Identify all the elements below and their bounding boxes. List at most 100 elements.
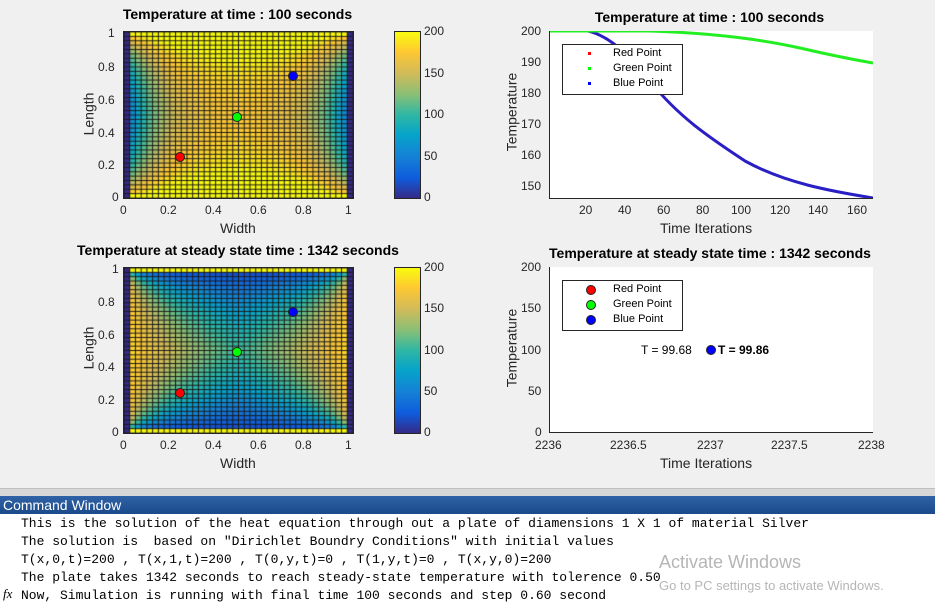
ytick: 0: [535, 425, 542, 439]
ytick: 0: [112, 190, 119, 204]
ytick: 1: [112, 262, 119, 276]
cmd-output-line: The plate takes 1342 seconds to reach st…: [21, 570, 661, 585]
ytick: 180: [521, 86, 542, 100]
ytick: 100: [521, 343, 542, 357]
command-window-body[interactable]: This is the solution of the heat equatio…: [0, 514, 935, 604]
line-top-title: Temperature at time : 100 seconds: [594, 9, 825, 25]
ytick: 0.2: [98, 393, 115, 407]
heatmap-bottom-xlabel: Width: [220, 455, 256, 471]
function-browser-icon[interactable]: fx: [3, 586, 13, 601]
ytick: 150: [521, 301, 542, 315]
legend-label: Green Point: [613, 62, 672, 74]
ytick: 0.8: [98, 60, 115, 74]
ytick: 170: [521, 117, 542, 131]
matlab-figure: Temperature at time : 100 seconds 1 0.8 …: [77, 6, 885, 471]
cbar-tick: 200: [424, 24, 445, 38]
ytick: 0.4: [98, 126, 115, 140]
xtick: 40: [618, 203, 632, 217]
heatmap-top-yticks: 1: [108, 26, 115, 40]
xtick: 1: [345, 438, 352, 452]
command-window-header[interactable]: Command Window: [0, 496, 935, 514]
blue-point-marker: [288, 71, 298, 81]
blue-point-legend-marker: [586, 315, 596, 325]
panel-splitter[interactable]: [0, 488, 935, 497]
legend-label: Blue Point: [613, 313, 664, 325]
ytick: 0.6: [98, 93, 115, 107]
xtick: 140: [808, 203, 829, 217]
ytick: 50: [528, 384, 542, 398]
xtick: 0.8: [295, 438, 312, 452]
line-top-ylabel: Temperature: [503, 72, 520, 152]
cbar-tick: 50: [424, 384, 438, 398]
xtick: 2237: [697, 438, 724, 452]
green-point-legend-marker: [588, 67, 591, 70]
cbar-tick: 150: [424, 66, 445, 80]
xtick: 160: [847, 203, 868, 217]
cbar-tick: 150: [424, 301, 445, 315]
xtick: 0.2: [160, 203, 177, 217]
xtick: 80: [696, 203, 710, 217]
ytick: 200: [521, 24, 542, 38]
ytick: 0.8: [98, 295, 115, 309]
red-point-legend-marker: [588, 52, 591, 55]
cbar-tick: 0: [424, 190, 431, 204]
xtick: 0.8: [295, 203, 312, 217]
heatmap-bottom-title: Temperature at steady state time : 1342 …: [77, 242, 399, 258]
cmd-output-line: T(x,0,t)=200 , T(x,1,t)=200 , T(0,y,t)=0…: [21, 552, 552, 567]
line-bottom-ylabel: Temperature: [503, 308, 520, 388]
xtick: 2238: [858, 438, 885, 452]
colorbar-top[interactable]: [394, 31, 421, 199]
ytick: 0: [112, 425, 119, 439]
heatmap-top-title: Temperature at time : 100 seconds: [122, 6, 353, 22]
red-point-legend-marker: [586, 285, 596, 295]
green-point-marker: [232, 347, 242, 357]
cbar-tick: 100: [424, 107, 445, 121]
xtick: 0.2: [160, 438, 177, 452]
xtick: 0: [120, 203, 127, 217]
green-point-legend-marker: [586, 300, 596, 310]
colorbar-bottom[interactable]: [394, 267, 421, 434]
cmd-output-line: The solution is based on "Dirichlet Boun…: [21, 534, 614, 549]
xtick: 0.6: [250, 203, 267, 217]
ytick: 0.6: [98, 328, 115, 342]
xtick: 0.4: [205, 438, 222, 452]
blue-point-marker: [288, 307, 298, 317]
legend-label: Red Point: [613, 47, 662, 59]
heatmap-top-ylabel: Length: [80, 92, 97, 136]
line-top-legend[interactable]: Red Point Green Point Blue Point: [562, 44, 683, 95]
line-top-xlabel: Time Iterations: [660, 220, 753, 236]
xtick: 2237.5: [771, 438, 808, 452]
blue-point-legend-marker: [588, 82, 591, 85]
ytick: 0.2: [98, 158, 115, 172]
cbar-tick: 50: [424, 149, 438, 163]
line-bottom-xlabel: Time Iterations: [660, 455, 753, 471]
xtick: 120: [770, 203, 791, 217]
line-bottom-legend[interactable]: Red Point Green Point Blue Point: [562, 280, 683, 331]
activate-windows-subtitle: Go to PC settings to activate Windows.: [659, 578, 884, 593]
xtick: 0.6: [250, 438, 267, 452]
cbar-tick: 100: [424, 343, 445, 357]
red-point-marker: [175, 152, 185, 162]
ytick: 200: [521, 260, 542, 274]
command-window[interactable]: Command Window This is the solution of t…: [0, 496, 935, 604]
green-point-marker: [232, 112, 242, 122]
heatmap-bottom-ylabel: Length: [80, 326, 97, 370]
line-bottom-title: Temperature at steady state time : 1342 …: [549, 245, 871, 261]
cmd-output-line: This is the solution of the heat equatio…: [21, 516, 809, 531]
blue-point-scatter-marker: [706, 345, 716, 355]
ytick: 0.4: [98, 360, 115, 374]
xtick: 2236.5: [610, 438, 647, 452]
ytick: 160: [521, 148, 542, 162]
red-point-marker: [175, 388, 185, 398]
xtick: 0.4: [205, 203, 222, 217]
activate-windows-title: Activate Windows: [659, 552, 802, 572]
xtick: 20: [579, 203, 593, 217]
heatmap-top-xlabel: Width: [220, 220, 256, 236]
xtick: 1: [345, 203, 352, 217]
legend-label: Blue Point: [613, 77, 664, 89]
cmd-output-line: Now, Simulation is running with final ti…: [21, 588, 607, 603]
legend-label: Green Point: [613, 298, 672, 310]
xtick: 60: [657, 203, 671, 217]
annotation-left: T = 99.68: [641, 343, 692, 357]
cbar-tick: 0: [424, 425, 431, 439]
